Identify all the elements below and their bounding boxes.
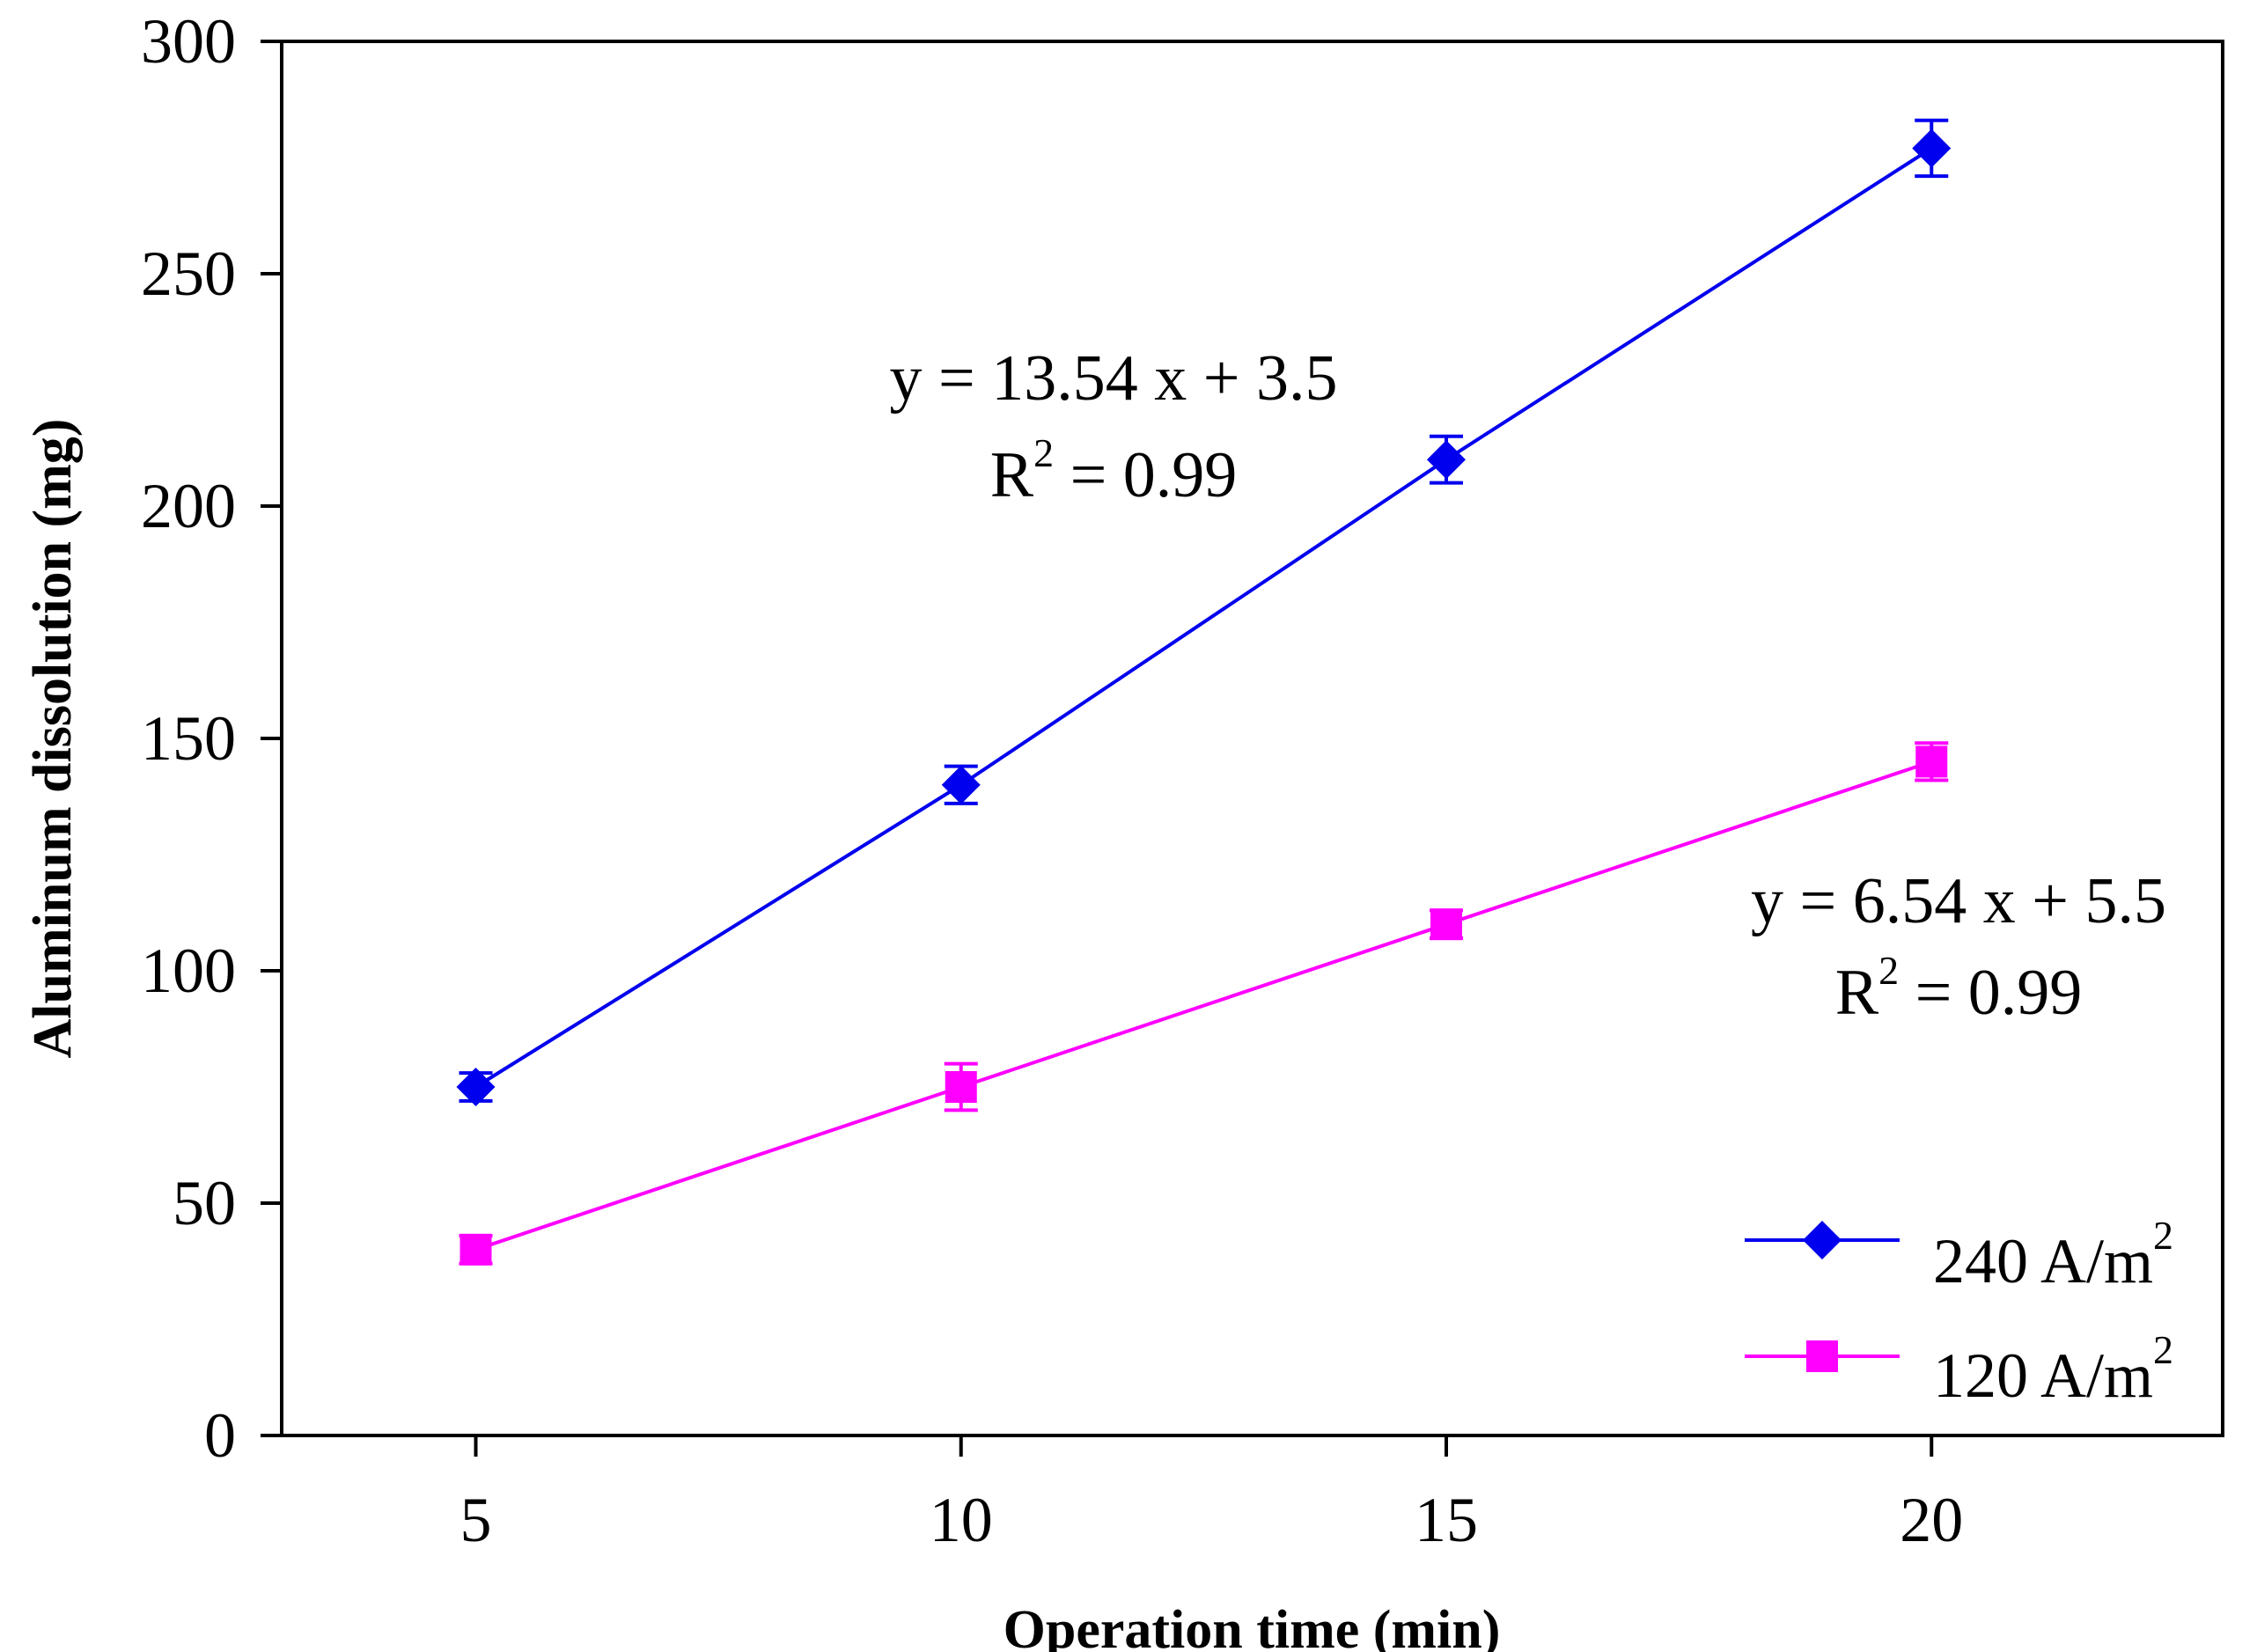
y-axis-title: Aluminum dissolution (mg) (23, 419, 83, 1059)
point-0-1 (941, 765, 981, 804)
point-1-0 (459, 1233, 492, 1266)
point-0-0 (456, 1068, 496, 1106)
plot-frame (280, 40, 2224, 1437)
r2-120: R2 = 0.99 (1835, 948, 2083, 1029)
series-1 (459, 741, 1949, 1266)
y-tick-label-200: 200 (141, 471, 236, 541)
point-1-3 (1915, 745, 1948, 778)
y-tick-label-50: 50 (173, 1168, 236, 1238)
point-0-2 (1427, 440, 1466, 480)
series-layer (456, 118, 1952, 1266)
point-0-3 (1912, 128, 1952, 168)
x-axis: 5 10 15 20 (460, 1435, 1963, 1555)
point-1-2 (1430, 908, 1462, 941)
series-line-0 (474, 146, 1933, 1089)
legend-marker-120 (1806, 1340, 1838, 1372)
legend-label-240: 240 A/m2 (1933, 1213, 2173, 1296)
legend-label-120: 120 A/m2 (1933, 1327, 2173, 1411)
legend-marker-240 (1803, 1221, 1842, 1259)
series-line-1 (474, 760, 1932, 1252)
x-tick-label-5: 5 (460, 1485, 492, 1555)
equation-120: y = 6.54 x + 5.5 (1751, 865, 2166, 937)
x-tick-label-10: 10 (930, 1485, 993, 1555)
x-tick-label-15: 15 (1415, 1485, 1478, 1555)
legend: 240 A/m2 120 A/m2 (1745, 1213, 2173, 1411)
y-tick-label-100: 100 (141, 936, 236, 1006)
x-tick-label-20: 20 (1900, 1485, 1963, 1555)
x-axis-title: Operation time (min) (1004, 1600, 1501, 1652)
point-1-1 (945, 1071, 977, 1103)
y-tick-label-250: 250 (141, 239, 236, 309)
r2-240: R2 = 0.99 (990, 430, 1238, 511)
series-0 (456, 118, 1952, 1106)
y-axis: 0 50 100 150 200 250 300 (141, 6, 282, 1471)
y-tick-label-0: 0 (204, 1400, 236, 1471)
y-tick-label-150: 150 (141, 703, 236, 774)
equation-240: y = 13.54 x + 3.5 (890, 342, 1338, 415)
y-tick-label-300: 300 (141, 6, 236, 77)
